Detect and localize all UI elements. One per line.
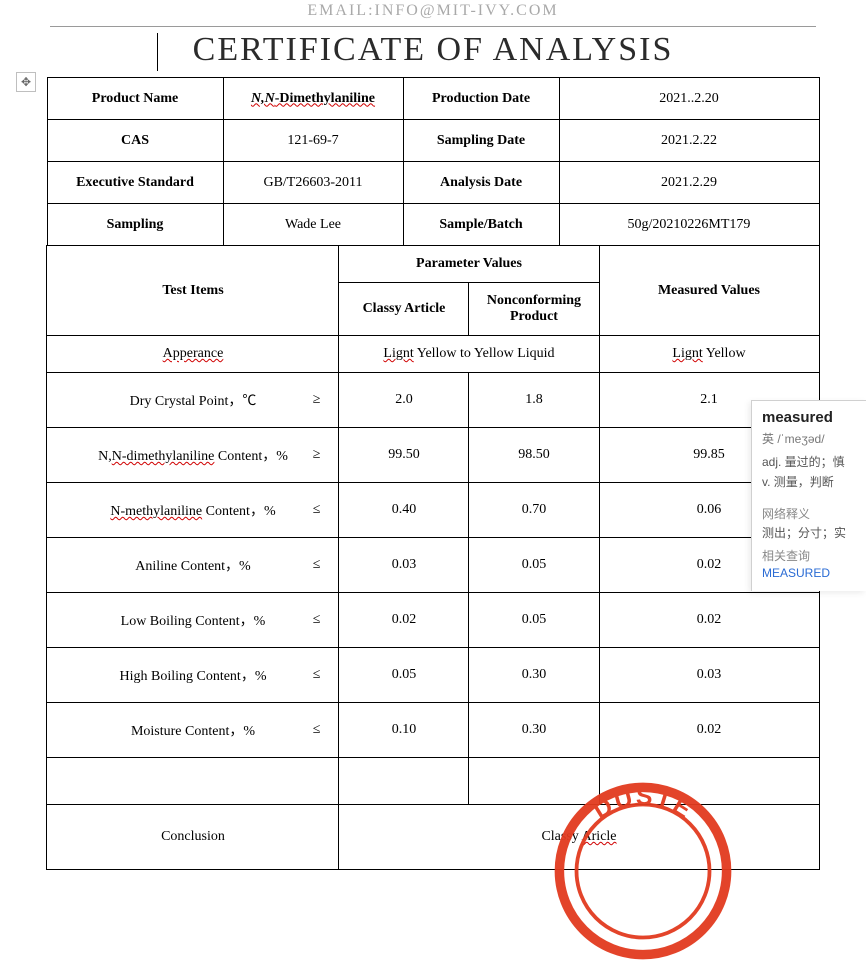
header-divider [50, 26, 816, 27]
test-classy-3: 0.03 [339, 538, 469, 593]
info-row-0: Product Name N,N-Dimethylaniline Product… [47, 78, 819, 120]
dict-rel-label: 相关查询 [762, 547, 862, 564]
test-row-2: N-methylaniline Content，% ≤ 0.40 0.70 0.… [47, 483, 819, 538]
test-classy-4: 0.02 [339, 593, 469, 648]
dict-v: v. 测量，判断 [762, 473, 862, 490]
test-measured-5: 0.03 [599, 648, 819, 703]
test-measured-6: 0.02 [599, 703, 819, 758]
product-name-prefix: N,N [251, 91, 275, 106]
title-wrap: CERTIFICATE OF ANALYSIS [0, 31, 866, 69]
test-noncon-5: 0.30 [469, 648, 599, 703]
label-sampling: Sampling [47, 204, 223, 246]
test-name-2: N-methylaniline Content，% ≤ [47, 483, 339, 538]
value-product-name: N,N-Dimethylaniline [223, 78, 403, 120]
dictionary-popup[interactable]: measured 英 /ˈmeʒəd/ adj. 量过的；慎 v. 测量，判断 … [751, 400, 866, 591]
value-sampling: Wade Lee [223, 204, 403, 246]
test-name-0: Dry Crystal Point，℃≥ [47, 373, 339, 428]
test-row-5: High Boiling Content，%≤ 0.05 0.30 0.03 [47, 648, 819, 703]
test-noncon-4: 0.05 [469, 593, 599, 648]
value-sampling-date: 2021.2.22 [559, 120, 819, 162]
tests-header-row-1: Test Items Parameter Values Measured Val… [47, 246, 819, 283]
label-exec-std: Executive Standard [47, 162, 223, 204]
header-test-items: Test Items [47, 246, 339, 336]
test-noncon-2: 0.70 [469, 483, 599, 538]
test-classy-6: 0.10 [339, 703, 469, 758]
test-classy-5: 0.05 [339, 648, 469, 703]
test-measured-4: 0.02 [599, 593, 819, 648]
test-noncon-6: 0.30 [469, 703, 599, 758]
tests-table: Test Items Parameter Values Measured Val… [46, 245, 819, 870]
row-appearance: Apperance Lignt Yellow to Yellow Liquid … [47, 336, 819, 373]
conclusion-row: Conclusion Classy Aricle [47, 805, 819, 870]
header-nonconforming: Nonconforming Product [469, 283, 599, 336]
label-cas: CAS [47, 120, 223, 162]
test-noncon-3: 0.05 [469, 538, 599, 593]
info-row-3: Sampling Wade Lee Sample/Batch 50g/20210… [47, 204, 819, 246]
dict-pronunciation: 英 /ˈmeʒəd/ [762, 430, 862, 447]
test-noncon-0: 1.8 [469, 373, 599, 428]
value-sample-batch: 50g/20210226MT179 [559, 204, 819, 246]
test-name-6: Moisture Content，%≤ [47, 703, 339, 758]
test-classy-1: 99.50 [339, 428, 469, 483]
empty-row [47, 758, 819, 805]
label-analysis-date: Analysis Date [403, 162, 559, 204]
dict-net: 测出；分寸；实 [762, 524, 862, 541]
dict-headword: measured [762, 409, 862, 426]
page-title: CERTIFICATE OF ANALYSIS [0, 31, 866, 69]
test-row-4: Low Boiling Content，%≤ 0.02 0.05 0.02 [47, 593, 819, 648]
label-production-date: Production Date [403, 78, 559, 120]
header-measured-values: Measured Values [599, 246, 819, 336]
test-name-5: High Boiling Content，%≤ [47, 648, 339, 703]
label-sampling-date: Sampling Date [403, 120, 559, 162]
header-parameter-values: Parameter Values [339, 246, 599, 283]
conclusion-value: Classy Aricle [339, 805, 819, 870]
dict-rel-link[interactable]: MEASURED [762, 566, 862, 580]
test-name-1: N,N-dimethylaniline Content，% ≥ [47, 428, 339, 483]
text-cursor [157, 33, 158, 71]
value-cas: 121-69-7 [223, 120, 403, 162]
label-product-name: Product Name [47, 78, 223, 120]
info-row-2: Executive Standard GB/T26603-2011 Analys… [47, 162, 819, 204]
label-sample-batch: Sample/Batch [403, 204, 559, 246]
move-handle-icon[interactable]: ✥ [16, 72, 36, 92]
test-row-3: Aniline Content，%≤ 0.03 0.05 0.02 [47, 538, 819, 593]
test-noncon-1: 98.50 [469, 428, 599, 483]
appearance-param: Lignt Yellow to Yellow Liquid [339, 336, 599, 373]
info-table: Product Name N,N-Dimethylaniline Product… [47, 77, 820, 246]
test-row-1: N,N-dimethylaniline Content，% ≥ 99.50 98… [47, 428, 819, 483]
test-classy-2: 0.40 [339, 483, 469, 538]
test-row-0: Dry Crystal Point，℃≥ 2.0 1.8 2.1 [47, 373, 819, 428]
info-row-1: CAS 121-69-7 Sampling Date 2021.2.22 [47, 120, 819, 162]
dict-net-label: 网络释义 [762, 505, 862, 522]
header-classy: Classy Article [339, 283, 469, 336]
appearance-measured: Lignt Yellow [599, 336, 819, 373]
value-exec-std: GB/T26603-2011 [223, 162, 403, 204]
test-name-3: Aniline Content，%≤ [47, 538, 339, 593]
value-production-date: 2021..2.20 [559, 78, 819, 120]
test-row-6: Moisture Content，%≤ 0.10 0.30 0.02 [47, 703, 819, 758]
value-analysis-date: 2021.2.29 [559, 162, 819, 204]
product-name-rest: -Dimethylaniline [275, 91, 375, 106]
email-line: EMAIL:INFO@MIT-IVY.COM [0, 2, 866, 20]
appearance-label: Apperance [47, 336, 339, 373]
test-name-4: Low Boiling Content，%≤ [47, 593, 339, 648]
conclusion-label: Conclusion [47, 805, 339, 870]
test-classy-0: 2.0 [339, 373, 469, 428]
dict-adj: adj. 量过的；慎 [762, 453, 862, 470]
